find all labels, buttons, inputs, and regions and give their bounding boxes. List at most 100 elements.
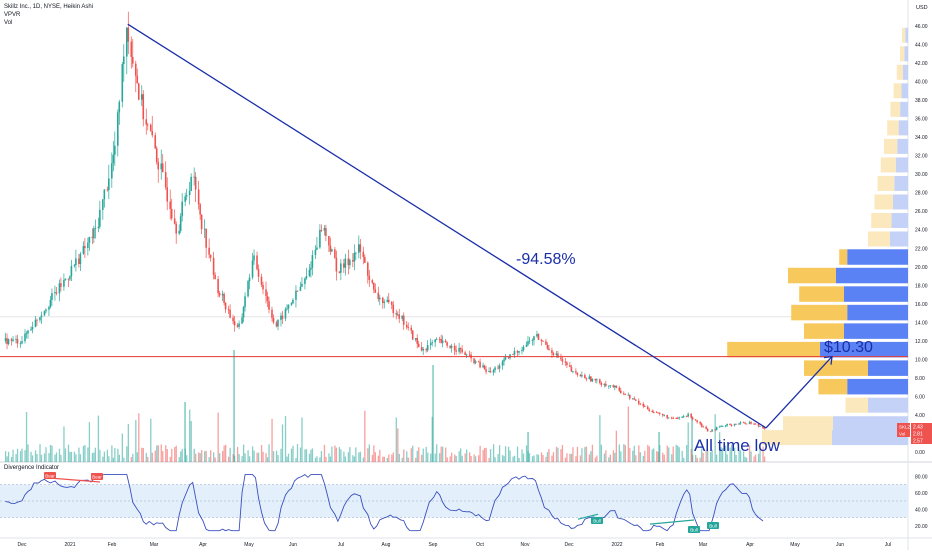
- candle: [503, 359, 505, 362]
- price-tick-label: 10.00: [915, 357, 928, 363]
- volume-bar: [171, 448, 173, 462]
- candle: [325, 228, 327, 237]
- volume-bar: [552, 452, 555, 462]
- candle: [125, 27, 128, 57]
- volume-bar: [576, 446, 579, 462]
- candle: [304, 278, 306, 284]
- volume-bar: [373, 445, 375, 462]
- candle: [181, 201, 183, 217]
- candle: [16, 339, 19, 344]
- price-tick-label: 34.00: [915, 135, 928, 141]
- vp-down-bar: [818, 378, 848, 395]
- volume-bar: [470, 455, 472, 462]
- volume-bar: [265, 453, 267, 462]
- candle: [355, 252, 357, 254]
- candle: [742, 422, 745, 424]
- candle: [533, 336, 535, 341]
- candle: [762, 426, 764, 429]
- candle: [4, 338, 7, 341]
- volume-bar: [256, 452, 258, 462]
- volume-bar: [742, 451, 745, 462]
- volume-bar: [19, 451, 22, 462]
- candle: [548, 348, 550, 351]
- volume-bar: [165, 445, 167, 462]
- candle: [735, 423, 737, 425]
- candle: [479, 361, 481, 368]
- volume-bar: [575, 456, 577, 462]
- volume-bar: [533, 455, 535, 462]
- candle: [482, 365, 484, 368]
- vp-up-bar: [820, 341, 908, 358]
- volume-bar: [320, 451, 323, 462]
- volume-bar: [178, 457, 180, 462]
- volume-bar: [744, 456, 746, 462]
- volume-bar: [169, 456, 171, 462]
- volume-bar: [584, 447, 586, 462]
- candle: [347, 258, 350, 266]
- candle: [392, 304, 395, 314]
- volume-bar: [720, 447, 722, 462]
- volume-bar: [208, 457, 210, 462]
- volume-bar: [79, 454, 82, 462]
- volume-bar: [275, 450, 278, 462]
- candle: [194, 176, 197, 190]
- volume-bar: [233, 350, 235, 462]
- volume-bar: [142, 447, 144, 462]
- candle: [170, 208, 173, 219]
- candle: [114, 145, 116, 155]
- volume-bar: [666, 445, 668, 462]
- volume-bar: [238, 454, 240, 462]
- candle: [93, 228, 95, 239]
- candle: [106, 189, 109, 191]
- volume-bar: [54, 454, 56, 462]
- candle: [648, 409, 651, 411]
- volume-bar: [581, 448, 583, 462]
- price-badge-value: 2.57: [913, 439, 923, 445]
- volume-bar: [762, 446, 764, 462]
- volume-bar: [497, 454, 499, 462]
- volume-bar: [542, 454, 544, 462]
- volume-bar: [359, 451, 362, 462]
- volume-bar: [78, 447, 80, 462]
- candle: [358, 244, 360, 253]
- time-tick-label: Aug: [382, 542, 391, 548]
- volume-bar: [91, 452, 94, 462]
- volume-bar: [284, 416, 287, 462]
- candle: [637, 400, 640, 404]
- volume-bar: [687, 422, 689, 462]
- candle: [51, 293, 53, 300]
- candle: [757, 424, 760, 427]
- volume-bar: [150, 418, 152, 462]
- volume-bar: [477, 455, 480, 462]
- candle: [627, 394, 630, 396]
- volume-bar: [73, 451, 76, 462]
- volume-bar: [331, 446, 333, 462]
- candle: [521, 350, 523, 352]
- candle: [99, 209, 101, 227]
- candle: [591, 378, 594, 382]
- volume-bar: [397, 428, 399, 462]
- candle: [672, 417, 674, 419]
- volume-bar: [364, 410, 366, 462]
- price-tick-label: 16.00: [915, 302, 928, 308]
- volume-bar: [253, 450, 255, 462]
- volume-bar: [63, 426, 65, 462]
- candle: [651, 410, 654, 413]
- volume-bar: [474, 456, 477, 462]
- candle: [733, 423, 736, 426]
- volume-bar: [754, 454, 757, 462]
- candle: [137, 83, 140, 100]
- candle: [217, 279, 219, 294]
- volume-bar: [311, 448, 314, 462]
- candle: [564, 361, 567, 363]
- candle: [224, 302, 227, 310]
- price-badge: [911, 437, 932, 444]
- target-price-annotation: $10.30: [824, 339, 873, 356]
- volume-bar: [126, 446, 128, 462]
- volume-bar: [227, 456, 230, 462]
- volume-bar: [482, 449, 484, 462]
- volume-bar: [599, 415, 601, 462]
- oscillator-pane: 80.00 60.00 40.00 20.00 Bear Bear Bull Bull Bull: [0, 472, 928, 533]
- candle: [43, 311, 46, 316]
